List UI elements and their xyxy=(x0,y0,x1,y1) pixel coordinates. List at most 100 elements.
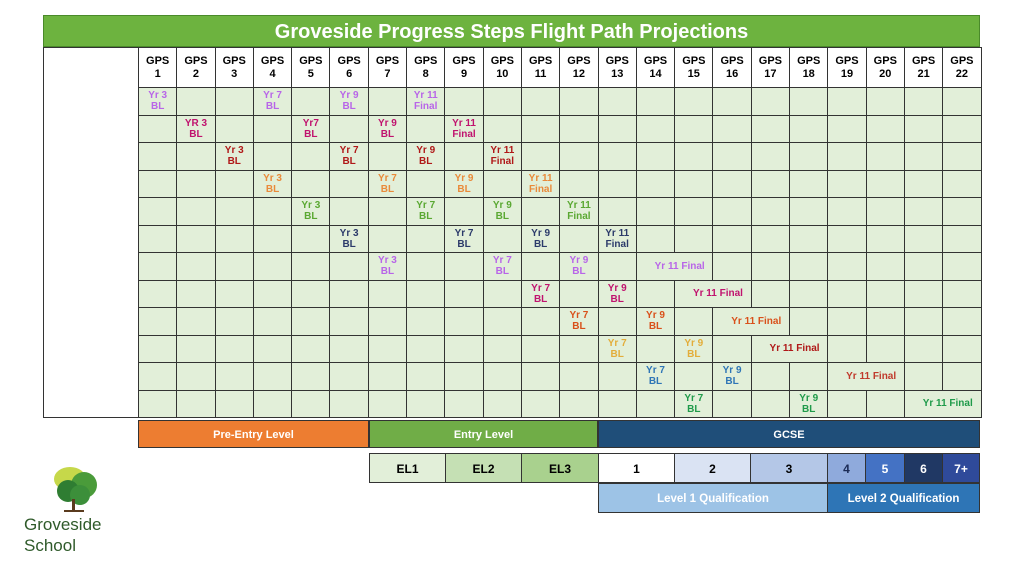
grid-cell xyxy=(520,114,561,143)
grid-cell xyxy=(712,224,752,253)
milestone-cell: Yr 7 BL xyxy=(674,389,714,418)
milestone-cell: Yr 7 BL xyxy=(252,87,293,116)
milestone-cell: Yr 9 BL xyxy=(367,114,408,143)
milestone-cell: Yr 9 BL xyxy=(559,252,599,281)
grid-cell xyxy=(789,224,829,253)
milestone-year: Yr 9 xyxy=(377,117,397,129)
milestone-year: Yr 11 xyxy=(413,90,438,102)
grid-cell xyxy=(214,362,254,391)
milestone-type: Final xyxy=(605,238,629,250)
grid-cell xyxy=(597,114,637,143)
milestone-year: Yr 7 xyxy=(454,227,474,239)
grid-cell xyxy=(444,87,484,116)
gps-header-15: GPS 15 xyxy=(674,47,714,88)
grid-cell xyxy=(674,87,714,116)
flight-path-row: Yr 7 BL Yr 9 BL Yr 11 Final xyxy=(44,279,982,308)
grid-cell xyxy=(865,334,905,363)
grid-cell xyxy=(367,142,408,171)
grid-cell xyxy=(712,114,752,143)
gps-header-label: GPS xyxy=(146,54,170,67)
milestone-cell: Yr7 BL xyxy=(291,114,331,143)
milestone-cell: Yr 7 BL xyxy=(520,279,561,308)
milestone-type: BL xyxy=(495,211,509,223)
grid-cell xyxy=(214,114,254,143)
gps-header-number: 5 xyxy=(307,67,314,80)
grid-cell xyxy=(291,169,331,198)
milestone-cell: Yr 7 BL xyxy=(406,197,446,226)
grid-cell xyxy=(865,87,905,116)
grid-cell xyxy=(444,334,484,363)
gps-header-number: 8 xyxy=(422,67,429,80)
milestone-year: Yr 7 xyxy=(492,255,512,267)
gps-header-18: GPS 18 xyxy=(789,47,829,88)
grid-cell xyxy=(520,389,561,418)
milestone-cell: Yr 11 Final xyxy=(635,252,714,281)
grid-cell xyxy=(482,87,522,116)
grid-cell xyxy=(367,224,408,253)
grid-cell xyxy=(214,389,254,418)
flight-path-row: Yr 3 BL Yr 7 BL Yr 9 BL Yr 11 Final xyxy=(44,252,982,281)
school-name-line2: School xyxy=(24,536,76,555)
grid-cell xyxy=(137,252,178,281)
grid-cell xyxy=(635,334,676,363)
grid-cell xyxy=(137,169,178,198)
grid-cell xyxy=(559,279,599,308)
milestone-type: Final xyxy=(414,101,438,113)
grid-cell xyxy=(137,114,178,143)
grid-cell xyxy=(520,197,561,226)
gps-header-label: GPS xyxy=(605,54,629,67)
gcse-level-bar: GCSE xyxy=(598,420,980,448)
milestone-type: BL xyxy=(304,211,318,223)
grid-cell xyxy=(252,252,293,281)
grid-cell xyxy=(750,362,791,391)
milestone-year: Yr 11 xyxy=(605,227,630,239)
milestone-type: Final xyxy=(452,128,476,140)
gps-header-9: GPS 9 xyxy=(444,47,484,88)
grid-cell xyxy=(214,169,254,198)
grid-cell xyxy=(827,334,867,363)
gps-header-number: 9 xyxy=(460,67,468,80)
gps-header-label: GPS xyxy=(643,54,668,67)
flight-path-row: Yr 3 BL Yr 7 BL Yr 9 BL Yr 11 Final xyxy=(44,87,982,116)
grid-cell xyxy=(176,197,216,226)
grid-cell xyxy=(482,389,522,418)
grid-cell xyxy=(674,362,714,391)
milestone-year: Yr 11 xyxy=(566,200,591,212)
sublevel-gcse-7plus: 7+ xyxy=(942,453,980,483)
grid-cell xyxy=(903,197,944,226)
grid-cell xyxy=(406,169,446,198)
milestone-cell: Yr 9 BL xyxy=(635,307,676,336)
milestone-year: Yr 9 xyxy=(722,365,742,377)
gps-header-14: GPS 14 xyxy=(635,47,676,88)
grid-cell xyxy=(750,389,791,418)
milestone-type: Final xyxy=(528,183,553,195)
grid-cell xyxy=(291,279,331,308)
grid-cell xyxy=(942,87,982,116)
grid-cell xyxy=(520,307,561,336)
grid-cell xyxy=(482,114,522,143)
milestone-cell: Yr 11 Final xyxy=(903,389,982,418)
milestone-label: Yr 11 Final xyxy=(692,288,743,300)
grid-cell xyxy=(750,252,791,281)
gps-header-label: GPS xyxy=(911,54,936,67)
grid-cell xyxy=(750,142,791,171)
school-name-line1: Groveside xyxy=(24,515,102,534)
grid-cell xyxy=(406,362,446,391)
grid-cell xyxy=(176,252,216,281)
milestone-cell: Yr 7 BL xyxy=(635,362,676,391)
grid-cell xyxy=(176,224,216,253)
grid-cell xyxy=(137,224,178,253)
gps-header-label: GPS xyxy=(873,54,897,67)
grid-cell xyxy=(329,334,369,363)
grid-cell xyxy=(789,307,829,336)
grid-cell xyxy=(865,389,905,418)
flight-path-row: Yr 3 BL Yr 7 BL Yr 9 BL Yr 11 Final xyxy=(44,142,982,171)
gps-header-number: 7 xyxy=(384,67,391,80)
grid-cell xyxy=(865,197,905,226)
grid-cell xyxy=(789,197,829,226)
grid-cell xyxy=(827,307,867,336)
grid-cell xyxy=(329,279,369,308)
sublevel-gcse-5: 5 xyxy=(865,453,905,483)
milestone-cell: Yr 11 Final xyxy=(827,362,905,391)
grid-cell xyxy=(712,142,752,171)
